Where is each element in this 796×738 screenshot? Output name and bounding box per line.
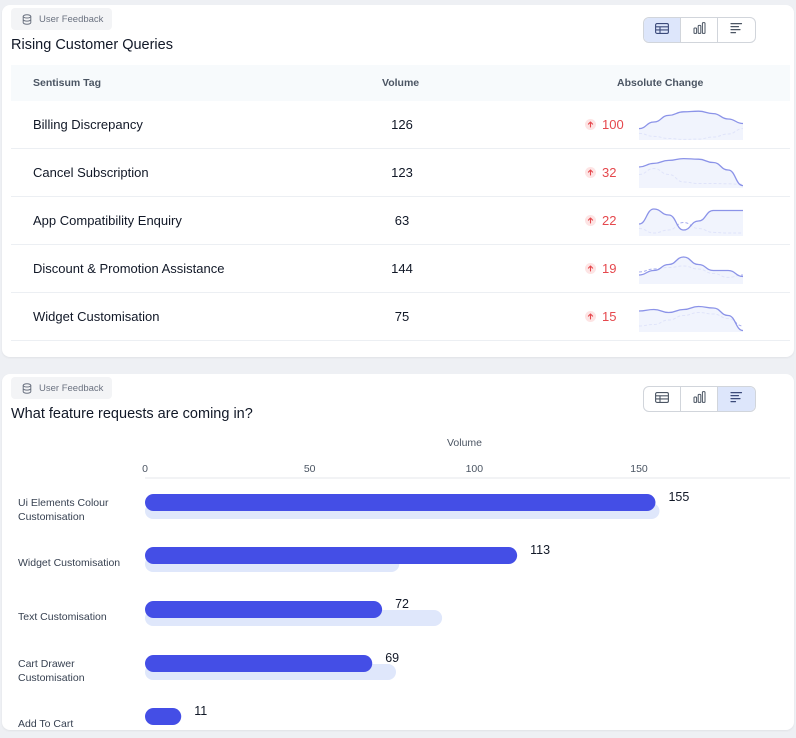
row-change: 22 [585, 197, 616, 244]
row-tag: Discount & Promotion Assistance [33, 261, 225, 276]
category-label: Widget Customisation [18, 557, 120, 569]
horizontal-bar-view-button[interactable] [718, 387, 755, 411]
pill-label: User Feedback [39, 382, 104, 394]
row-volume: 75 [394, 309, 410, 324]
table-view-icon [655, 390, 669, 408]
row-change: 100 [585, 101, 624, 148]
arrow-up-icon [585, 167, 596, 178]
category-label: Customisation [18, 511, 85, 523]
row-change-value: 32 [602, 165, 617, 180]
row-tag: App Compatibility Enquiry [33, 213, 182, 228]
row-change-value: 19 [602, 261, 617, 276]
view-toggle [643, 386, 756, 412]
sparkline-area [639, 306, 743, 332]
row-volume: 126 [391, 117, 413, 132]
row-change: 15 [585, 293, 616, 340]
bar-chart-icon [693, 390, 706, 408]
column-header-change: Absolute Change [617, 77, 704, 89]
x-tick-label: 0 [142, 463, 148, 475]
table-row[interactable]: App Compatibility Enquiry 63 22 [11, 197, 790, 245]
bar-current [145, 494, 656, 511]
bar-chart-icon [693, 21, 706, 39]
feature-requests-bar-chart: 0 50 100 150 155 Ui Elements Colour Customisat… [18, 463, 790, 730]
sparkline-current [638, 305, 744, 332]
bar-view-button[interactable] [681, 387, 718, 411]
row-change-value: 100 [602, 117, 624, 132]
view-toggle [643, 17, 756, 43]
user-feedback-pill: User Feedback [11, 8, 113, 30]
sparkline-area [639, 158, 743, 188]
horizontal-bar-view-button[interactable] [718, 18, 755, 42]
bar-current [145, 708, 182, 725]
user-feedback-pill: User Feedback [11, 377, 113, 399]
bar-current [145, 601, 383, 618]
category-label: Add To Cart [18, 718, 73, 730]
row-sparkline [638, 208, 743, 236]
row-tag: Cancel Subscription [33, 165, 149, 180]
sparkline-area [639, 209, 743, 236]
bar-value-label: 11 [194, 704, 207, 718]
bar-value-label: 69 [385, 651, 399, 665]
arrow-up-icon [585, 119, 596, 130]
row-volume: 144 [391, 261, 413, 276]
column-header-volume: Volume [382, 77, 420, 89]
row-volume: 123 [391, 165, 413, 180]
sparkline-current [638, 157, 744, 187]
table-row[interactable]: Billing Discrepancy 126 100 [11, 101, 790, 149]
sparkline-area [639, 111, 743, 140]
row-change-value: 15 [602, 309, 617, 324]
arrow-up-icon [585, 263, 596, 274]
bar-current [145, 547, 518, 564]
bar-value-label: 155 [668, 490, 689, 504]
table-view-icon [655, 21, 669, 39]
row-sparkline [638, 110, 744, 140]
sparkline-current [638, 208, 743, 231]
row-change: 32 [585, 149, 616, 196]
x-tick-label: 150 [630, 463, 648, 475]
x-tick-label: 100 [466, 463, 484, 475]
arrow-up-icon [585, 311, 596, 322]
x-tick-label: 50 [304, 463, 316, 475]
table-view-button[interactable] [644, 387, 681, 411]
card-title: Rising Customer Queries [11, 37, 173, 53]
bar-value-label: 113 [530, 543, 550, 557]
pill-label: User Feedback [39, 13, 104, 25]
x-axis-title: Volume [447, 437, 483, 449]
category-label: Customisation [18, 672, 85, 684]
arrow-up-icon [585, 215, 596, 226]
row-tag: Widget Customisation [33, 309, 160, 324]
row-sparkline [638, 157, 744, 188]
sparkline-current [638, 110, 744, 130]
sparkline-current [638, 256, 744, 278]
bar-current [145, 655, 373, 672]
horizontal-bar-icon [730, 390, 743, 408]
row-volume: 63 [394, 213, 410, 228]
row-tag: Billing Discrepancy [33, 117, 143, 132]
feature-requests-card: User Feedback What feature requests are … [2, 374, 794, 730]
column-header-tag: Sentisum Tag [33, 77, 102, 89]
row-sparkline [638, 305, 744, 332]
sparkline-area [639, 257, 743, 284]
row-sparkline [638, 256, 744, 284]
table-row[interactable]: Discount & Promotion Assistance 144 19 [11, 245, 790, 293]
database-icon [22, 13, 32, 25]
bar-value-label: 72 [395, 597, 409, 611]
category-label: Text Customisation [18, 611, 107, 623]
horizontal-bar-icon [730, 21, 743, 39]
rising-queries-table: Sentisum Tag Volume Absolute Change Bill… [11, 65, 790, 341]
table-view-button[interactable] [644, 18, 681, 42]
database-icon [22, 382, 32, 394]
table-header: Sentisum Tag Volume Absolute Change [11, 65, 790, 101]
row-change-value: 22 [602, 213, 617, 228]
category-label: Cart Drawer [18, 658, 75, 670]
rising-queries-card: User Feedback Rising Customer Queries Se… [2, 5, 794, 357]
table-row[interactable]: Widget Customisation 75 15 [11, 293, 790, 341]
table-row[interactable]: Cancel Subscription 123 32 [11, 149, 790, 197]
category-label: Ui Elements Colour [18, 497, 109, 509]
row-change: 19 [585, 245, 616, 292]
card-title: What feature requests are coming in? [11, 406, 253, 422]
bar-view-button[interactable] [681, 18, 718, 42]
